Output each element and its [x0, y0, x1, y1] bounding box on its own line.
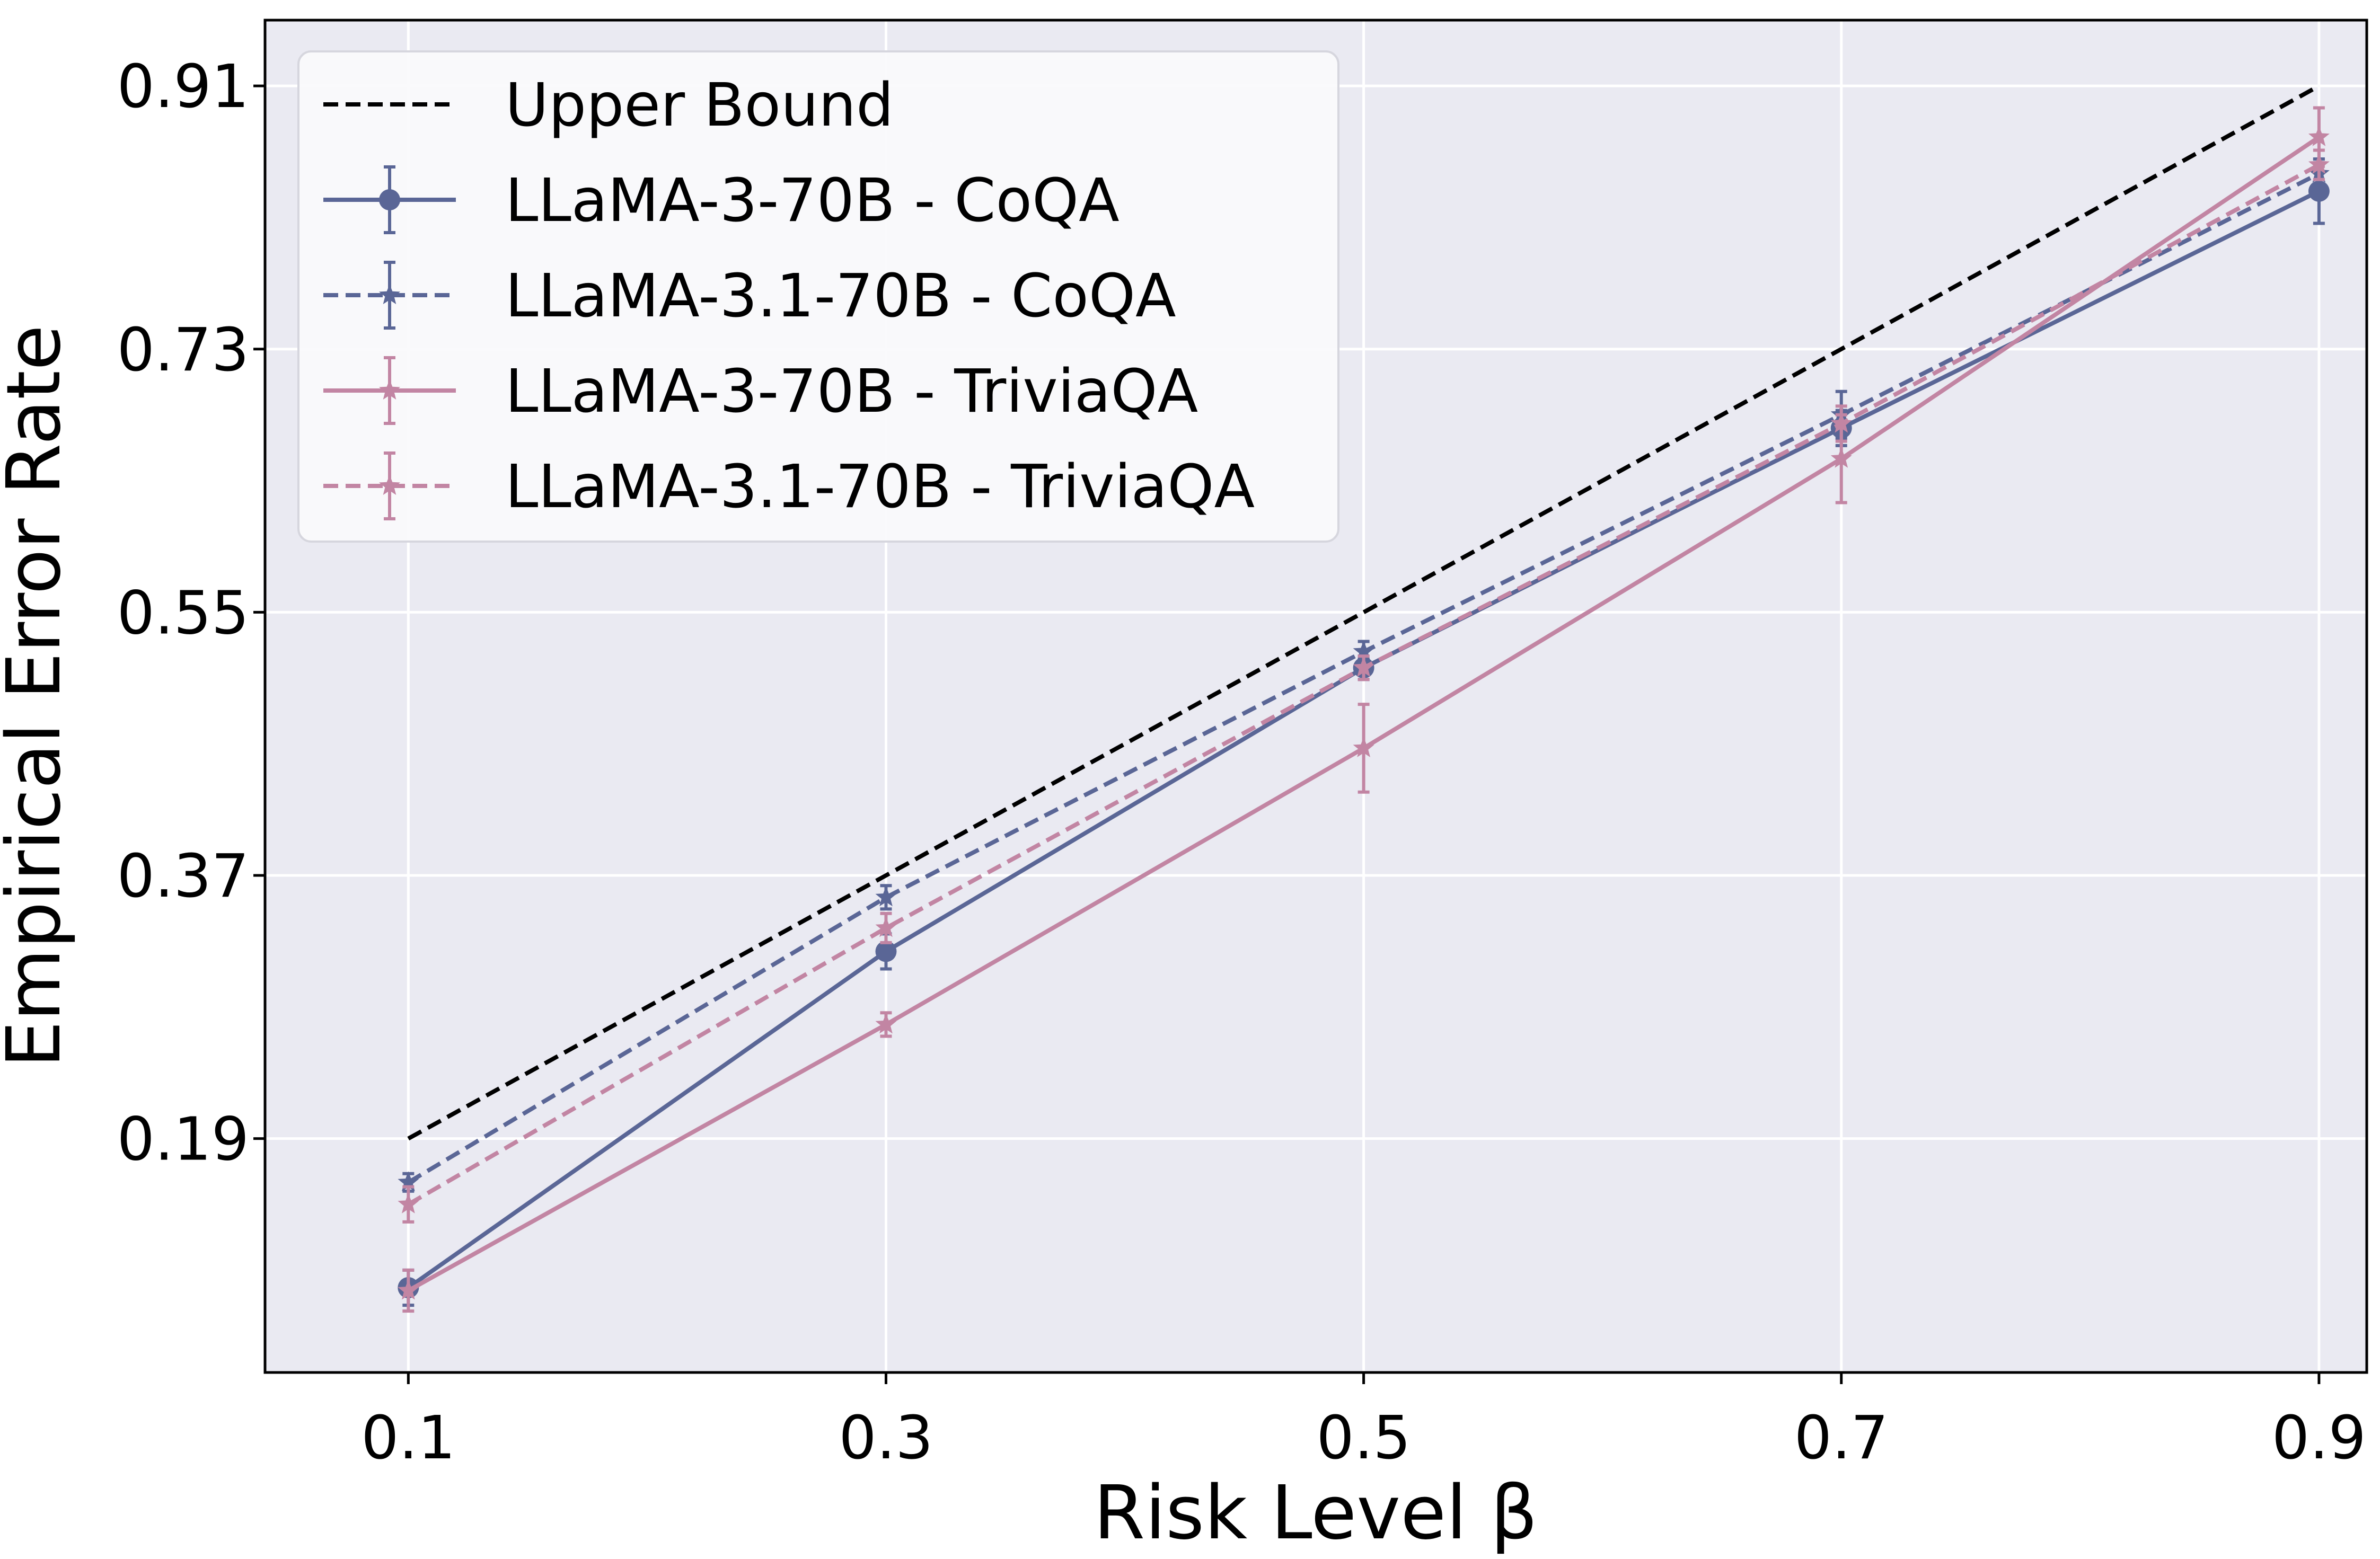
legend-entry-2: LLaMA-3.1-70B - CoQA — [323, 261, 1176, 331]
x-tick-label: 0.3 — [839, 1404, 933, 1473]
legend-label: LLaMA-3.1-70B - TriviaQA — [505, 453, 1255, 521]
data-point — [2308, 126, 2330, 146]
legend-entry-3: LLaMA-3-70B - TriviaQA — [323, 356, 1198, 426]
data-point — [875, 917, 897, 937]
x-tick-label: 0.5 — [1317, 1404, 1411, 1473]
legend-swatch-marker — [379, 475, 400, 495]
data-point — [875, 1013, 897, 1034]
legend-label: Upper Bound — [505, 71, 894, 140]
y-tick-label: 0.55 — [117, 579, 249, 648]
data-point — [398, 1279, 419, 1300]
data-point — [398, 1193, 419, 1213]
series-line — [407, 84, 2320, 1141]
legend-swatch-marker — [379, 189, 400, 210]
legend-swatch-marker — [379, 379, 400, 400]
legend-label: LLaMA-3-70B - TriviaQA — [505, 357, 1198, 426]
x-axis-label: Risk Level β — [1094, 1470, 1538, 1556]
data-point — [398, 1171, 419, 1192]
data-point — [1353, 640, 1374, 661]
legend-swatch-marker — [379, 284, 400, 304]
plot-frame — [263, 19, 2368, 1374]
legend-label: LLaMA-3-70B - CoQA — [505, 166, 1120, 235]
x-tick-label: 0.9 — [2272, 1404, 2366, 1473]
legend-entry-4: LLaMA-3.1-70B - TriviaQA — [323, 451, 1255, 521]
data-point — [1353, 737, 1374, 757]
data-point — [2308, 180, 2330, 202]
series-4 — [398, 148, 2330, 1224]
data-point — [875, 886, 897, 907]
data-point — [1353, 657, 1374, 677]
legend: Upper Bound LLaMA-3-70B - CoQA LLaMA-3.1-7… — [297, 50, 1339, 543]
x-tick-label: 0.7 — [1794, 1404, 1889, 1473]
y-tick-label: 0.73 — [117, 316, 249, 385]
legend-label: LLaMA-3.1-70B - CoQA — [505, 262, 1176, 331]
legend-entry-1: LLaMA-3-70B - CoQA — [323, 165, 1120, 235]
series-layer — [398, 84, 2330, 1313]
legend-box — [297, 50, 1339, 543]
data-point — [1830, 412, 1852, 433]
x-tick-label: 0.1 — [361, 1404, 455, 1473]
y-tick-label: 0.19 — [117, 1105, 249, 1174]
y-tick-label: 0.91 — [117, 52, 249, 121]
series-3 — [398, 106, 2330, 1313]
y-axis-label: Empirical Error Rate — [0, 325, 77, 1068]
y-tick-label: 0.37 — [117, 842, 249, 911]
axis-ticks: 0.1 0.3 0.5 0.7 0.9 0.19 0.37 0.55 0.73 0.91 — [117, 52, 2366, 1473]
data-point — [1830, 447, 1852, 468]
legend-entry-0: Upper Bound — [323, 71, 894, 140]
series-0 — [407, 84, 2320, 1141]
data-point — [2308, 154, 2330, 174]
data-point — [875, 941, 897, 962]
